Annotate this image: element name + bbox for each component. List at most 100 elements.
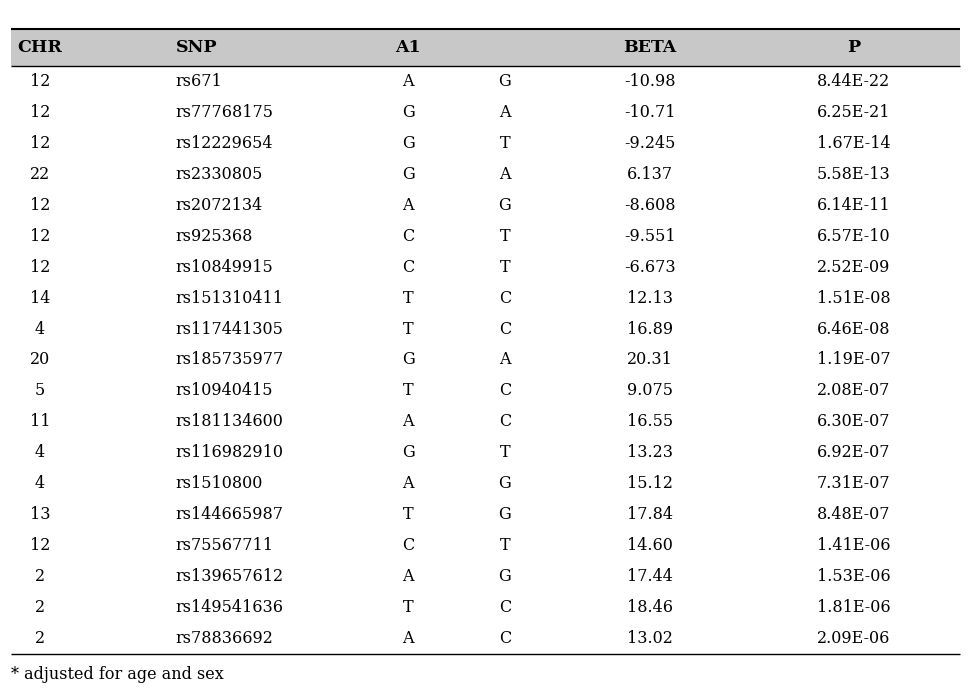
Text: 6.137: 6.137 <box>627 166 673 183</box>
Text: 6.46E-08: 6.46E-08 <box>817 321 890 338</box>
Text: 15.12: 15.12 <box>627 475 673 493</box>
Text: 1.51E-08: 1.51E-08 <box>817 290 890 307</box>
Text: 13.02: 13.02 <box>627 630 673 647</box>
Text: rs144665987: rs144665987 <box>176 506 284 524</box>
Text: 16.55: 16.55 <box>627 413 673 431</box>
Text: 12: 12 <box>30 104 50 121</box>
Text: 5: 5 <box>35 383 46 400</box>
Text: rs139657612: rs139657612 <box>176 568 284 585</box>
Text: -9.551: -9.551 <box>624 228 676 245</box>
Text: 2: 2 <box>35 599 46 616</box>
Text: G: G <box>402 166 415 183</box>
Text: 1.67E-14: 1.67E-14 <box>817 135 890 152</box>
Text: -9.245: -9.245 <box>624 135 676 152</box>
Text: G: G <box>498 568 512 585</box>
Text: 12: 12 <box>30 73 50 90</box>
Text: rs10849915: rs10849915 <box>176 259 274 276</box>
Text: T: T <box>499 444 510 462</box>
Text: A1: A1 <box>395 39 420 56</box>
Text: 6.30E-07: 6.30E-07 <box>817 413 890 431</box>
Text: G: G <box>402 444 415 462</box>
Text: 14: 14 <box>30 290 50 307</box>
Text: A: A <box>402 73 414 90</box>
Text: rs75567711: rs75567711 <box>176 537 274 554</box>
Text: A: A <box>499 104 511 121</box>
Text: C: C <box>402 537 415 554</box>
Text: rs181134600: rs181134600 <box>176 413 284 431</box>
Text: 2: 2 <box>35 630 46 647</box>
Text: 1.19E-07: 1.19E-07 <box>817 352 890 369</box>
Text: T: T <box>403 321 414 338</box>
Text: 12: 12 <box>30 537 50 554</box>
Text: A: A <box>499 166 511 183</box>
Text: 20.31: 20.31 <box>627 352 673 369</box>
Text: 12: 12 <box>30 259 50 276</box>
Text: 6.14E-11: 6.14E-11 <box>817 197 890 214</box>
Text: G: G <box>498 475 512 493</box>
Text: 18.46: 18.46 <box>627 599 673 616</box>
Text: A: A <box>402 413 414 431</box>
Text: SNP: SNP <box>176 39 218 56</box>
Text: 2: 2 <box>35 568 46 585</box>
Text: rs185735977: rs185735977 <box>176 352 284 369</box>
Text: 1.41E-06: 1.41E-06 <box>817 537 890 554</box>
Text: rs10940415: rs10940415 <box>176 383 273 400</box>
Text: 4: 4 <box>35 475 46 493</box>
Text: rs12229654: rs12229654 <box>176 135 273 152</box>
Text: T: T <box>403 290 414 307</box>
Text: 1.81E-06: 1.81E-06 <box>817 599 890 616</box>
Text: 14.60: 14.60 <box>627 537 673 554</box>
Text: C: C <box>499 290 511 307</box>
Text: C: C <box>499 413 511 431</box>
Text: rs116982910: rs116982910 <box>176 444 284 462</box>
Text: 9.075: 9.075 <box>627 383 673 400</box>
Text: 2.08E-07: 2.08E-07 <box>817 383 890 400</box>
Text: 12.13: 12.13 <box>627 290 673 307</box>
Text: C: C <box>499 321 511 338</box>
Text: 7.31E-07: 7.31E-07 <box>817 475 890 493</box>
Text: T: T <box>499 537 510 554</box>
Text: -8.608: -8.608 <box>624 197 676 214</box>
Text: 17.84: 17.84 <box>627 506 673 524</box>
Text: G: G <box>498 197 512 214</box>
Text: 6.25E-21: 6.25E-21 <box>817 104 890 121</box>
Text: -10.98: -10.98 <box>624 73 676 90</box>
Text: 4: 4 <box>35 321 46 338</box>
Text: rs78836692: rs78836692 <box>176 630 274 647</box>
Text: T: T <box>403 599 414 616</box>
Text: T: T <box>403 506 414 524</box>
Text: G: G <box>402 352 415 369</box>
Text: A: A <box>402 568 414 585</box>
Text: 17.44: 17.44 <box>627 568 673 585</box>
Text: G: G <box>402 104 415 121</box>
Text: C: C <box>499 599 511 616</box>
Text: 13.23: 13.23 <box>627 444 673 462</box>
Text: G: G <box>498 73 512 90</box>
Text: 8.48E-07: 8.48E-07 <box>817 506 890 524</box>
Text: rs925368: rs925368 <box>176 228 253 245</box>
Text: 12: 12 <box>30 135 50 152</box>
Text: rs151310411: rs151310411 <box>176 290 284 307</box>
Text: rs671: rs671 <box>176 73 222 90</box>
Text: T: T <box>499 259 510 276</box>
Text: 2.09E-06: 2.09E-06 <box>817 630 890 647</box>
Text: 6.92E-07: 6.92E-07 <box>817 444 890 462</box>
Text: T: T <box>499 228 510 245</box>
Text: A: A <box>402 475 414 493</box>
Text: 1.53E-06: 1.53E-06 <box>817 568 890 585</box>
Text: 6.57E-10: 6.57E-10 <box>817 228 890 245</box>
FancyBboxPatch shape <box>11 29 960 66</box>
Text: 11: 11 <box>30 413 50 431</box>
Text: 22: 22 <box>30 166 50 183</box>
Text: G: G <box>498 506 512 524</box>
Text: rs117441305: rs117441305 <box>176 321 284 338</box>
Text: G: G <box>402 135 415 152</box>
Text: rs2072134: rs2072134 <box>176 197 263 214</box>
Text: A: A <box>499 352 511 369</box>
Text: P: P <box>847 39 860 56</box>
Text: A: A <box>402 630 414 647</box>
Text: C: C <box>499 630 511 647</box>
Text: 2.52E-09: 2.52E-09 <box>817 259 890 276</box>
Text: 5.58E-13: 5.58E-13 <box>817 166 890 183</box>
Text: 12: 12 <box>30 197 50 214</box>
